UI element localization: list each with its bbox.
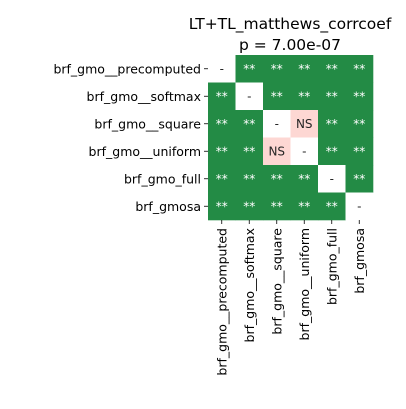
heatmap-cell [263, 82, 291, 111]
cell-label: ** [216, 199, 228, 213]
cell-label: - [275, 117, 279, 131]
cell-label: ** [216, 172, 228, 186]
y-tick-label: brf_gmo__precomputed [53, 61, 201, 76]
x-tick-label: brf_gmo__square [269, 228, 284, 335]
heatmap-cell [208, 192, 236, 221]
cell-label: ** [216, 89, 228, 103]
heatmap-cell [345, 165, 374, 193]
heatmap-cell [235, 137, 264, 166]
cell-label: ** [271, 62, 283, 76]
cell-label: NS [268, 144, 285, 158]
heatmap-cell [290, 137, 319, 166]
x-axis-tick-labels: brf_gmo__precomputed brf_gmo__softmax brf_… [214, 220, 367, 376]
heatmap-cell [208, 137, 236, 166]
cell-label: ** [353, 144, 365, 158]
cell-label: ** [326, 144, 338, 158]
cell-label: ** [298, 199, 310, 213]
heatmap-cell [235, 82, 264, 111]
x-tick-label: brf_gmosa [352, 228, 367, 294]
heatmap-cell [318, 165, 346, 193]
x-tick-label: brf_gmo__precomputed [214, 228, 229, 376]
heatmap-cell [208, 82, 236, 111]
heatmap-cell [290, 165, 319, 193]
cell-label: ** [243, 62, 255, 76]
cell-label: ** [271, 89, 283, 103]
y-axis-tick-labels: brf_gmo__precomputed brf_gmo__softmax brf_… [53, 61, 208, 214]
heatmap-cell [263, 165, 291, 193]
y-tick-label: brf_gmo__uniform [89, 144, 201, 159]
y-tick-label: brf_gmosa [135, 199, 201, 214]
cell-label: ** [298, 89, 310, 103]
cell-label: ** [353, 172, 365, 186]
cell-label: ** [326, 117, 338, 131]
chart-title: LT+TL_matthews_corrcoef [189, 15, 392, 34]
cell-label: ** [298, 172, 310, 186]
heatmap-cell [345, 137, 374, 166]
heatmap-cell [345, 55, 374, 83]
cell-label: ** [243, 117, 255, 131]
heatmap-cell [235, 192, 264, 221]
x-tick-label: brf_gmo__uniform [297, 228, 312, 340]
heatmap-cell [208, 110, 236, 138]
cell-label: ** [326, 199, 338, 213]
heatmap-cell [235, 165, 264, 193]
heatmap-cell [263, 55, 291, 83]
x-tick-label: brf_gmo__softmax [242, 228, 257, 342]
heatmap-cell [318, 192, 346, 221]
heatmap-cell [290, 82, 319, 111]
chart-subtitle: p = 7.00e-07 [239, 36, 341, 54]
heatmap-cell [318, 82, 346, 111]
heatmap-cell [235, 110, 264, 138]
cell-label: ** [353, 62, 365, 76]
heatmap-cell [263, 137, 291, 166]
y-tick-label: brf_gmo__square [94, 116, 201, 131]
cell-label: ** [216, 117, 228, 131]
heatmap-cell [290, 110, 319, 138]
cell-label: ** [243, 199, 255, 213]
heatmap-cell [263, 110, 291, 138]
x-tick-label: brf_gmo_full [324, 228, 339, 305]
heatmap-cell [235, 55, 264, 83]
cell-label: ** [326, 62, 338, 76]
heatmap-cell [318, 55, 346, 83]
cell-label: ** [271, 199, 283, 213]
heatmap-cell [290, 192, 319, 221]
cell-label: - [302, 144, 306, 158]
cell-label: ** [298, 62, 310, 76]
y-tick-label: brf_gmo_full [124, 171, 201, 186]
cell-label: - [357, 199, 361, 213]
heatmap-cell [263, 192, 291, 221]
heatmap-cell [318, 137, 346, 166]
y-tick-label: brf_gmo__softmax [87, 89, 201, 104]
heatmap-cell [208, 165, 236, 193]
cell-label: ** [353, 89, 365, 103]
cell-label: ** [216, 144, 228, 158]
cell-label: - [220, 62, 224, 76]
cell-label: ** [353, 117, 365, 131]
heatmap-cell [208, 55, 236, 83]
cell-label: ** [271, 172, 283, 186]
heatmap-cell [290, 55, 319, 83]
heatmap-cell [345, 192, 374, 221]
cell-label: NS [296, 117, 313, 131]
cell-label: ** [243, 172, 255, 186]
cell-label: - [330, 172, 334, 186]
cell-label: - [247, 89, 251, 103]
heatmap-cell [345, 82, 374, 111]
heatmap-cell [318, 110, 346, 138]
cell-label: ** [243, 144, 255, 158]
cell-label: ** [326, 89, 338, 103]
heatmap-cells: - ** ** ** ** ** ** - ** ** ** ** ** ** - NS ** ** ** ** NS -… [208, 55, 374, 221]
heatmap-cell [345, 110, 374, 138]
